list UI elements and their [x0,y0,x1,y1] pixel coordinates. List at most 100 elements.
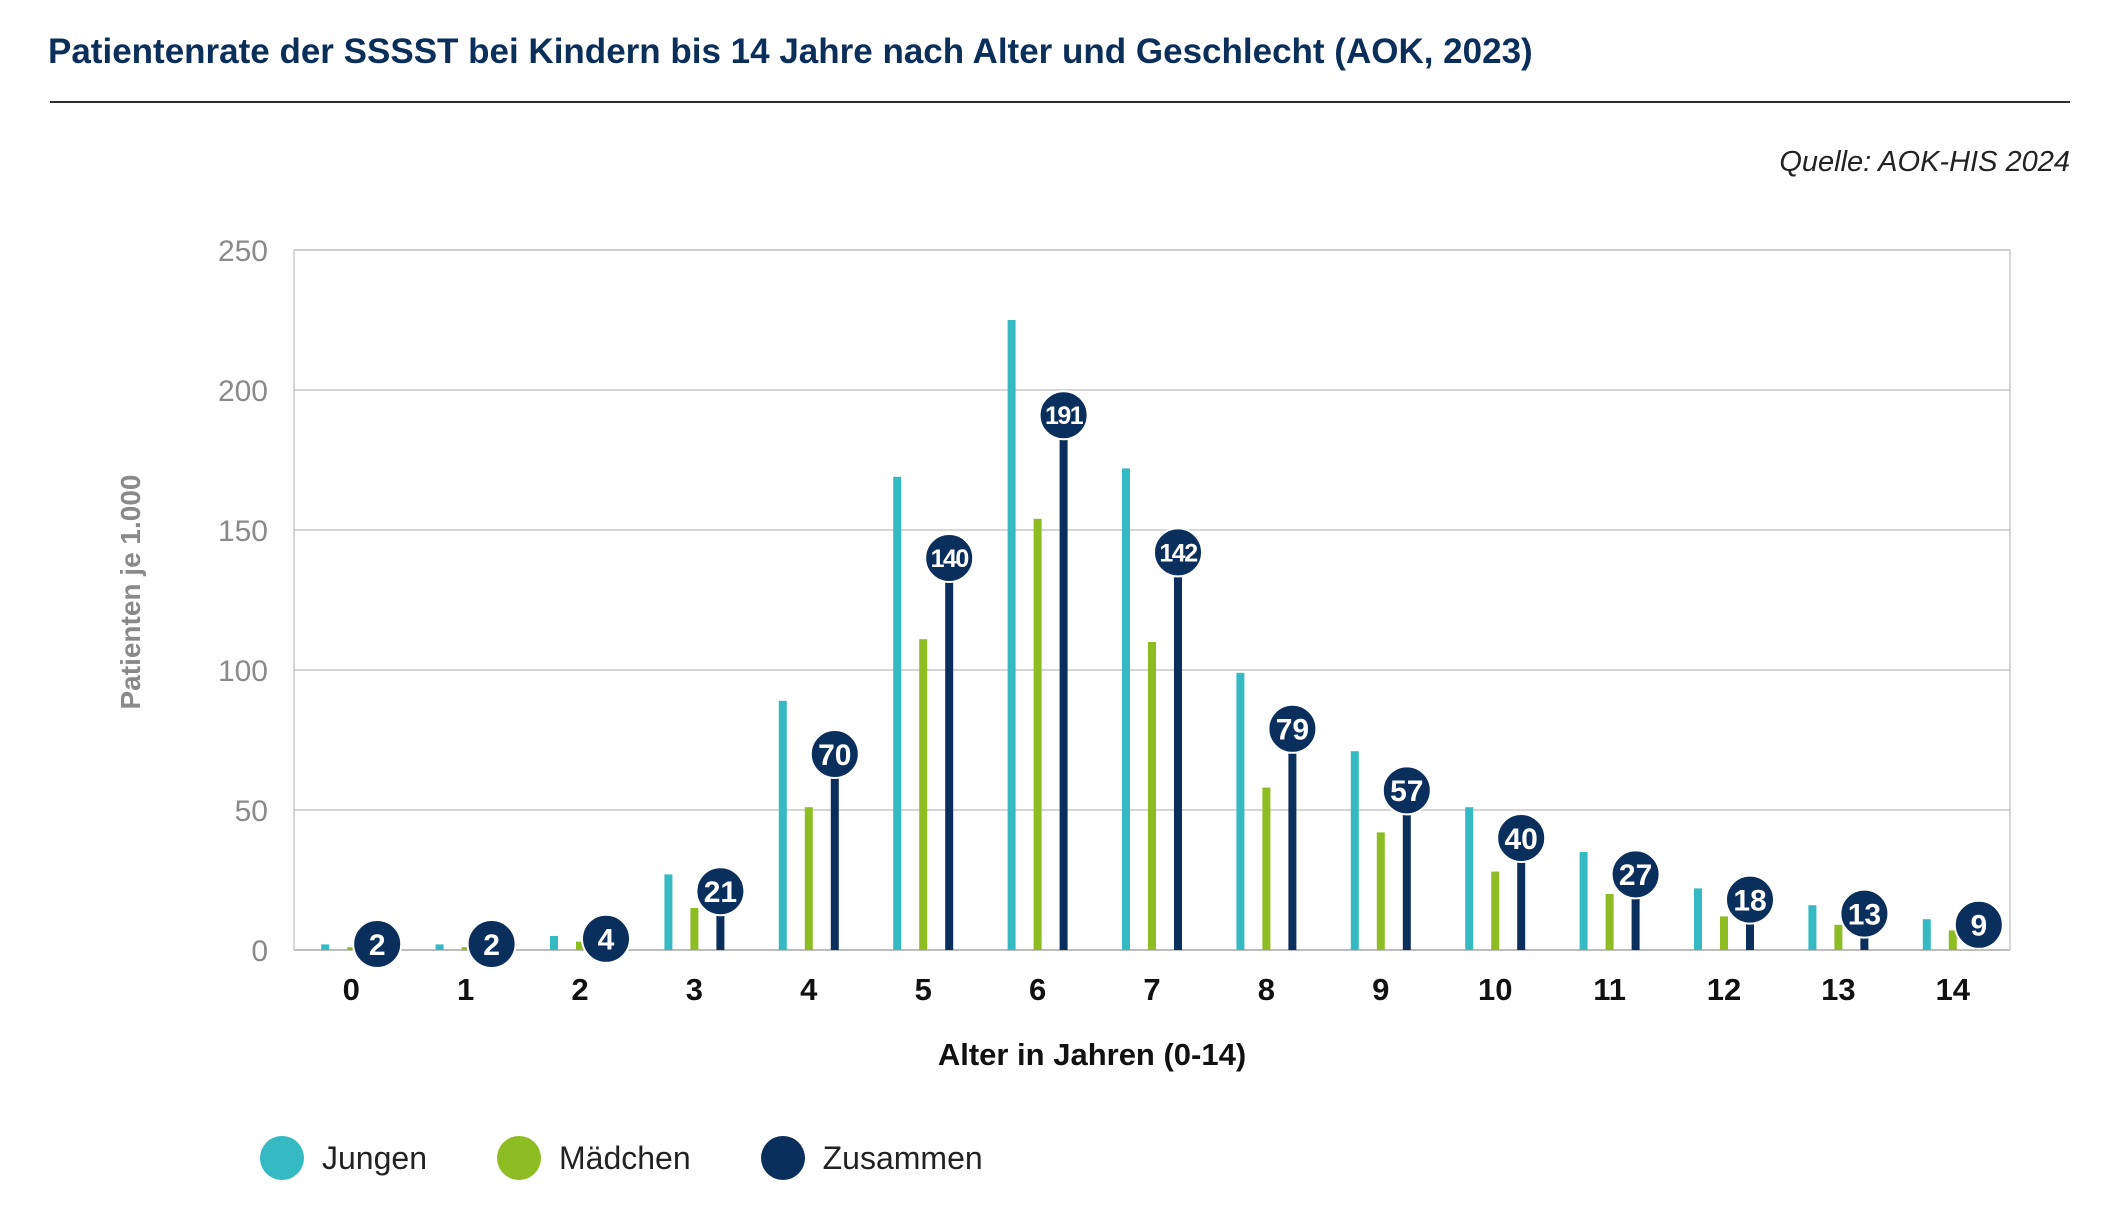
legend-swatch-zusammen [760,1136,805,1180]
data-label-marker-12 [1725,874,1775,925]
bar-jungen-11 [1579,852,1588,950]
bar-zusammen-11 [1631,874,1640,950]
data-label-2: 4 [598,924,615,957]
data-label-marker-2 [581,913,631,964]
bar-jungen-7 [1122,468,1130,950]
bar-jungen-14 [1922,919,1931,950]
legend-label-zusammen: Zusammen [822,1139,983,1176]
chart-title: Patientenrate der SSSST bei Kindern bis … [48,32,1533,71]
data-label-0: 2 [369,929,386,962]
bar-zusammen-6 [1059,415,1068,950]
bar-mdchen-10 [1491,871,1500,950]
bar-mdchen-1 [461,947,470,950]
data-label-13: 13 [1848,898,1881,931]
y-tick-label-100: 100 [218,655,268,688]
bar-jungen-13 [1808,905,1817,950]
title-divider [50,101,2070,103]
legend-item-maedchen: Mädchen [496,1136,691,1180]
bar-jungen-4 [778,700,787,950]
x-tick-label-6: 6 [1029,972,1046,1007]
bar-mdchen-8 [1262,787,1271,950]
y-tick-label-150: 150 [218,515,268,548]
x-tick-label-10: 10 [1478,972,1512,1007]
bar-jungen-1 [435,944,444,950]
y-tick-label-0: 0 [251,935,268,968]
bar-mdchen-0 [347,947,356,950]
bar-mdchen-11 [1605,894,1614,950]
bar-zusammen-3 [716,891,725,950]
bar-mdchen-3 [690,908,699,950]
x-tick-label-5: 5 [915,972,932,1007]
x-tick-label-4: 4 [800,972,818,1007]
data-label-12: 18 [1733,884,1766,917]
y-axis-title: Patienten je 1.000 [115,474,146,709]
bar-jungen-3 [664,874,673,950]
x-tick-label-7: 7 [1143,972,1160,1007]
x-tick-label-9: 9 [1372,972,1389,1007]
bar-mdchen-9 [1376,832,1385,950]
data-label-marker-0 [352,919,403,969]
x-axis-title: Alter in Jahren (0-14) [938,1037,1246,1072]
data-label-11: 27 [1619,859,1652,892]
y-tick-label-200: 200 [218,375,268,408]
data-label-marker-4 [809,729,860,779]
bar-mdchen-12 [1720,916,1728,950]
data-label-5: 140 [931,545,969,573]
bar-mdchen-2 [576,941,584,950]
bar-mdchen-6 [1033,518,1042,950]
data-label-marker-11 [1610,849,1661,900]
data-label-10: 40 [1505,823,1538,856]
y-tick-label-50: 50 [235,795,268,828]
bar-zusammen-5 [945,558,954,950]
y-tick-label-250: 250 [218,235,268,268]
bar-jungen-5 [893,476,902,950]
legend-item-zusammen: Zusammen [760,1136,983,1180]
data-label-14: 9 [1970,910,1987,943]
legend-label-jungen: Jungen [322,1139,427,1176]
legend-item-jungen: Jungen [260,1136,427,1180]
bar-mdchen-13 [1834,924,1843,950]
data-label-7: 142 [1159,539,1197,567]
legend-swatch-maedchen [496,1136,541,1180]
bar-jungen-2 [550,936,558,950]
bar-mdchen-7 [1148,642,1156,950]
bar-zusammen-12 [1746,899,1754,950]
bar-zusammen-7 [1174,552,1182,950]
x-tick-label-8: 8 [1258,972,1275,1007]
x-tick-label-13: 13 [1821,972,1855,1007]
data-label-8: 79 [1276,714,1309,747]
data-label-marker-9 [1381,765,1432,816]
data-label-marker-13 [1839,888,1890,939]
x-tick-label-12: 12 [1707,972,1741,1007]
data-label-marker-7 [1153,527,1203,578]
bar-zusammen-4 [830,754,839,950]
x-tick-label-11: 11 [1593,972,1626,1007]
bar-mdchen-4 [804,807,813,950]
x-tick-label-0: 0 [343,972,360,1007]
data-label-marker-5 [924,533,975,583]
data-label-marker-3 [695,866,746,917]
data-label-marker-6 [1038,390,1089,441]
x-tick-label-14: 14 [1936,972,1971,1007]
data-label-9: 57 [1390,775,1423,808]
bar-jungen-6 [1007,320,1016,950]
bar-mdchen-14 [1948,930,1957,950]
bar-jungen-12 [1694,888,1702,950]
bar-zusammen-8 [1288,728,1297,950]
bar-jungen-8 [1236,672,1245,950]
x-tick-label-1: 1 [457,972,474,1007]
legend: Jungen Mädchen Zusammen [260,1136,1053,1180]
data-label-marker-14 [1953,899,2004,950]
x-tick-label-2: 2 [571,972,588,1007]
bar-mdchen-5 [919,639,928,950]
source-note: Quelle: AOK-HIS 2024 [1779,146,2070,178]
data-label-4: 70 [818,739,851,772]
data-label-6: 191 [1045,402,1084,430]
data-label-1: 2 [483,929,500,962]
x-tick-label-3: 3 [686,972,703,1007]
bar-jungen-9 [1350,751,1359,950]
data-label-marker-1 [466,919,517,969]
legend-label-maedchen: Mädchen [558,1139,691,1176]
bar-jungen-10 [1465,807,1474,950]
